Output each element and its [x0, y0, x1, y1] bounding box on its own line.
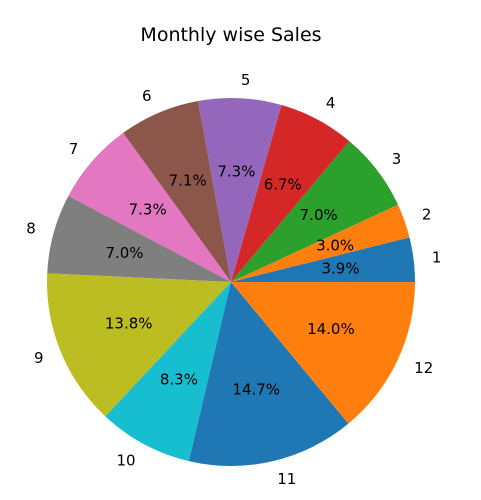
slice-label-3: 3	[392, 150, 402, 168]
slice-label-4: 4	[326, 94, 336, 112]
slice-label-9: 9	[34, 349, 44, 367]
pct-label-1: 3.9%	[322, 260, 360, 278]
chart-title: Monthly wise Sales	[140, 24, 321, 46]
pie-slice-9	[46, 273, 232, 417]
slice-label-6: 6	[142, 87, 152, 105]
pie-slice-12	[231, 282, 415, 424]
pct-label-9: 13.8%	[105, 315, 153, 333]
pie-slice-2	[231, 204, 410, 282]
slice-label-1: 1	[432, 248, 442, 266]
pct-label-4: 6.7%	[264, 175, 302, 193]
slice-label-8: 8	[26, 220, 36, 238]
pct-label-10: 8.3%	[160, 370, 198, 388]
pie-slice-5	[197, 98, 282, 283]
pct-label-8: 7.0%	[105, 244, 143, 262]
slice-label-5: 5	[241, 71, 251, 89]
pct-label-3: 7.0%	[300, 206, 338, 224]
pie-slice-1	[231, 237, 415, 282]
pie-slice-4	[231, 105, 350, 282]
pct-label-11: 14.7%	[232, 380, 280, 398]
slice-label-2: 2	[422, 206, 432, 224]
slice-label-7: 7	[69, 140, 79, 158]
pie-slice-7	[68, 132, 231, 282]
pct-label-5: 7.3%	[217, 163, 255, 181]
slice-label-10: 10	[116, 451, 135, 469]
slice-label-12: 12	[414, 359, 433, 377]
pie-slice-8	[47, 195, 232, 282]
pie-slice-3	[231, 141, 399, 282]
pie-slice-10	[105, 282, 231, 462]
pct-label-12: 14.0%	[307, 320, 355, 338]
pie-slices	[46, 98, 415, 467]
pct-label-6: 7.1%	[169, 171, 207, 189]
pct-label-2: 3.0%	[316, 236, 354, 254]
pie-slice-6	[123, 100, 231, 283]
pie-slice-11	[188, 282, 349, 467]
slice-label-11: 11	[277, 470, 296, 488]
pie-labels: 1 3.9% 2 3.0% 3 7.0% 4 6.7% 5 7.3% 6 7.1% 7 7.3% 8 7.0%…	[26, 71, 441, 488]
pct-label-7: 7.3%	[129, 201, 167, 219]
